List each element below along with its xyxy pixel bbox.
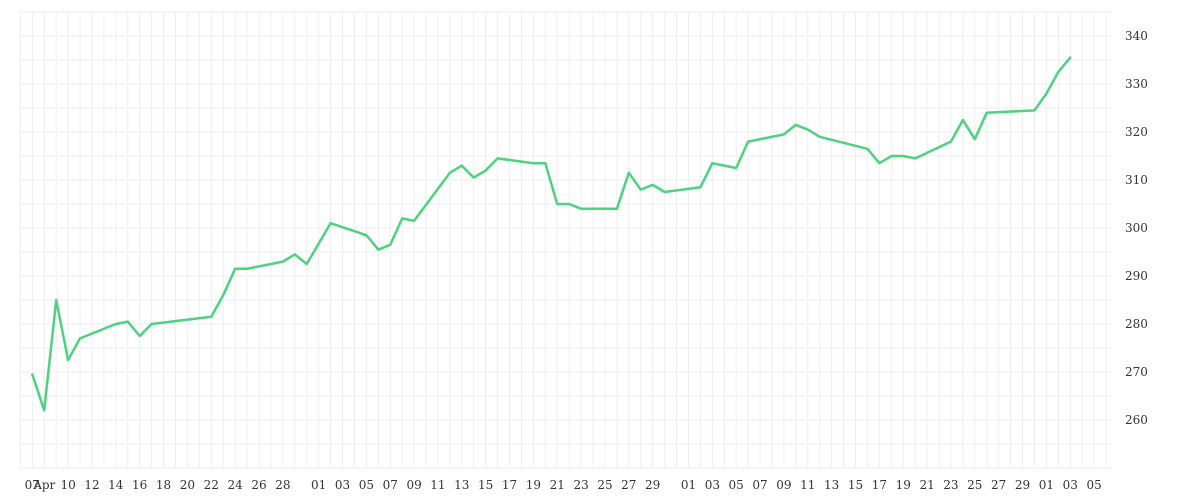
x-tick-label: 20 bbox=[180, 478, 195, 492]
x-tick-label: 21 bbox=[919, 478, 934, 492]
x-tick-label: 03 bbox=[335, 478, 350, 492]
y-tick-label: 310 bbox=[1125, 173, 1148, 187]
x-tick-label: 10 bbox=[60, 478, 75, 492]
x-tick-label: 01 bbox=[681, 478, 696, 492]
x-tick-label: 01 bbox=[1039, 478, 1054, 492]
y-tick-label: 290 bbox=[1125, 269, 1148, 283]
y-tick-label: 330 bbox=[1125, 77, 1148, 91]
x-tick-label: 25 bbox=[967, 478, 982, 492]
y-axis: 260 270 280 290 300 310 320 330 340 bbox=[1125, 29, 1148, 427]
x-tick-label: 14 bbox=[108, 478, 124, 492]
x-tick-label: 05 bbox=[359, 478, 374, 492]
x-tick-label: 15 bbox=[848, 478, 863, 492]
x-tick-label: 29 bbox=[645, 478, 660, 492]
series-line bbox=[31, 56, 1072, 412]
x-tick-label: 07 bbox=[383, 478, 398, 492]
x-tick-label: 23 bbox=[943, 478, 958, 492]
x-tick-label: 22 bbox=[204, 478, 219, 492]
y-tick-label: 300 bbox=[1125, 221, 1148, 235]
horizontal-gridlines bbox=[18, 11, 1112, 469]
series-group bbox=[31, 56, 1072, 412]
y-tick-label: 280 bbox=[1125, 317, 1148, 331]
x-tick-label: 24 bbox=[227, 478, 243, 492]
vertical-gridlines bbox=[19, 12, 1107, 468]
x-tick-label: 27 bbox=[621, 478, 636, 492]
x-tick-label: 18 bbox=[156, 478, 171, 492]
x-tick-label: 27 bbox=[991, 478, 1006, 492]
x-tick-label: 21 bbox=[550, 478, 565, 492]
x-tick-label: 05 bbox=[1086, 478, 1101, 492]
x-tick-label: 12 bbox=[84, 478, 99, 492]
x-tick-label: 03 bbox=[1063, 478, 1078, 492]
x-tick-label: 13 bbox=[454, 478, 469, 492]
y-tick-label: 270 bbox=[1125, 365, 1148, 379]
x-tick-label: 17 bbox=[502, 478, 517, 492]
x-tick-label: 03 bbox=[705, 478, 720, 492]
y-tick-label: 320 bbox=[1125, 125, 1148, 139]
x-tick-label: 11 bbox=[800, 478, 815, 492]
x-tick-label: 11 bbox=[430, 478, 445, 492]
x-tick-label: 13 bbox=[824, 478, 839, 492]
x-tick-label: 26 bbox=[251, 478, 266, 492]
x-tick-label: 29 bbox=[1015, 478, 1030, 492]
x-tick-label: 07 bbox=[25, 478, 40, 492]
x-tick-label: 07 bbox=[752, 478, 767, 492]
x-tick-label: Apr bbox=[32, 478, 55, 492]
x-tick-label: 23 bbox=[573, 478, 588, 492]
x-tick-label: 09 bbox=[776, 478, 791, 492]
x-tick-label: 09 bbox=[406, 478, 421, 492]
x-tick-label: 19 bbox=[896, 478, 911, 492]
x-tick-label: 05 bbox=[729, 478, 744, 492]
x-tick-label: 16 bbox=[132, 478, 147, 492]
x-tick-label: 01 bbox=[311, 478, 326, 492]
x-tick-label: 28 bbox=[275, 478, 290, 492]
x-tick-label: 19 bbox=[526, 478, 541, 492]
x-tick-label: 15 bbox=[478, 478, 493, 492]
y-tick-label: 260 bbox=[1125, 413, 1148, 427]
x-tick-label: 25 bbox=[597, 478, 612, 492]
x-tick-label: 17 bbox=[872, 478, 887, 492]
y-tick-label: 340 bbox=[1125, 29, 1148, 43]
